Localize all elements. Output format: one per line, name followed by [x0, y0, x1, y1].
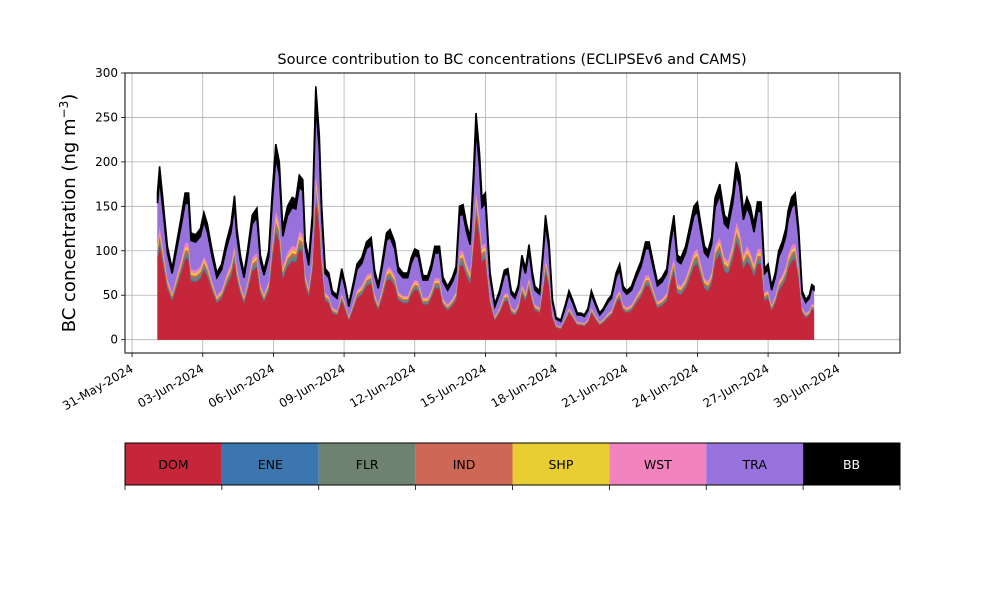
legend-swatch-shp [512, 443, 610, 485]
y-axis-label-superscript: −3 [57, 101, 71, 119]
legend-swatch-flr [318, 443, 416, 485]
y-axis-label: BC concentration (ng m−3) [57, 94, 80, 333]
area-bb [156, 86, 815, 323]
y-axis-label-close: ) [59, 94, 80, 101]
legend-label-dom: DOM [158, 457, 188, 472]
legend-label-tra: TRA [742, 457, 768, 472]
x-tick-label: 09-Jun-2024 [277, 361, 348, 410]
y-axis: 0 50 100 150 200 250 300 [95, 66, 125, 347]
legend-swatch-tra [706, 443, 804, 485]
x-tick-label: 12-Jun-2024 [347, 361, 418, 410]
x-tick-label: 18-Jun-2024 [489, 361, 560, 410]
y-tick-label: 50 [103, 288, 118, 302]
legend-swatch-ene [221, 443, 319, 485]
x-tick-label: 15-Jun-2024 [418, 361, 489, 410]
y-tick-label: 300 [95, 66, 118, 80]
y-tick-label: 250 [95, 110, 118, 124]
x-tick-label: 24-Jun-2024 [630, 361, 701, 410]
y-tick-label: 0 [110, 333, 118, 347]
legend-swatch-dom [125, 443, 222, 485]
x-tick-label: 30-Jun-2024 [771, 361, 842, 410]
legend-label-ene: ENE [258, 457, 283, 472]
legend-label-ind: IND [453, 457, 476, 472]
x-tick-label: 27-Jun-2024 [701, 361, 772, 410]
legend-label-bb: BB [843, 457, 860, 472]
x-tick-label: 06-Jun-2024 [206, 361, 277, 410]
plot-frame [124, 72, 901, 354]
legend-swatch-ind [415, 443, 513, 485]
stacked-areas [156, 86, 815, 340]
y-tick-label: 100 [95, 244, 118, 258]
chart-title: Source contribution to BC concentrations… [277, 52, 746, 68]
colorbar-legend: DOM ENE FLR IND SHP WST TRA BB [124, 442, 901, 490]
legend-label-flr: FLR [356, 457, 379, 472]
y-tick-label: 200 [95, 155, 118, 169]
x-tick-label: 21-Jun-2024 [559, 361, 630, 410]
y-tick-label: 150 [95, 199, 118, 213]
legend-swatch-wst [609, 443, 707, 485]
legend-label-wst: WST [644, 457, 672, 472]
x-axis: 31-May-2024 03-Jun-2024 06-Jun-2024 09-Jun-… [60, 353, 842, 413]
x-tick-label: 31-May-2024 [60, 361, 135, 413]
legend-label-shp: SHP [549, 457, 574, 472]
legend-swatch-bb [803, 443, 900, 485]
x-tick-label: 03-Jun-2024 [135, 361, 206, 410]
